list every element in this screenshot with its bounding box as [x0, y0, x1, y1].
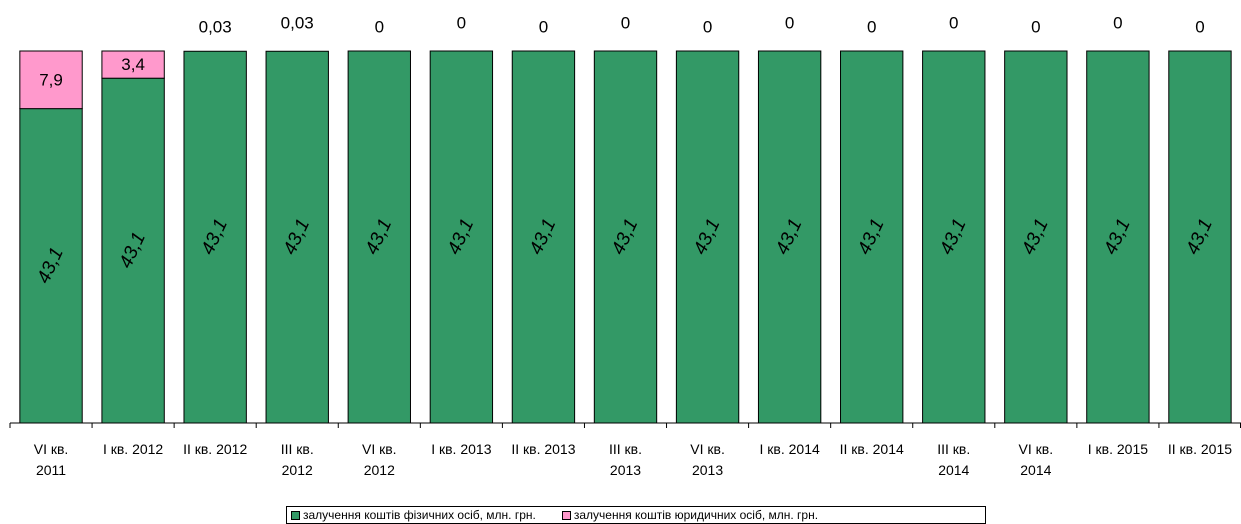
bar-individuals: [19, 108, 83, 424]
data-label-legal-entities: 0: [457, 13, 466, 32]
legend-label-individuals: залучення коштів фізичних осіб, млн. грн…: [303, 508, 536, 522]
x-tick-label: III кв. 2013: [609, 441, 642, 478]
bar-individuals: [1168, 50, 1232, 424]
x-tick-label: VI кв. 2011: [34, 441, 69, 478]
bar-individuals: [757, 50, 822, 424]
data-label-legal-entities: 0: [1113, 13, 1122, 32]
data-label-legal-entities: 3,4: [121, 55, 145, 74]
bar-individuals: [347, 50, 411, 424]
legend: залучення коштів фізичних осіб, млн. грн…: [286, 506, 986, 524]
x-tick-label: I кв. 2014: [760, 441, 820, 457]
x-tick-label: II кв. 2013: [511, 441, 575, 457]
x-tick-label: III кв. 2014: [937, 441, 970, 478]
legend-item-legal-entities: залучення коштів юридичних осіб, млн. гр…: [561, 508, 819, 522]
bar-individuals: [429, 50, 494, 424]
bar-individuals: [183, 50, 247, 424]
x-tick-label: I кв. 2015: [1088, 441, 1148, 457]
x-tick-label: VI кв. 2012: [362, 441, 397, 478]
x-tick-label: III кв. 2012: [281, 441, 314, 478]
x-tick-label: VI кв. 2013: [690, 441, 725, 478]
data-label-legal-entities: 0: [949, 13, 958, 32]
bar-individuals: [840, 50, 904, 424]
x-tick-label: II кв. 2015: [1168, 441, 1232, 457]
bar-individuals: [1004, 50, 1068, 424]
x-tick-label: VI кв. 2014: [1019, 441, 1054, 478]
legend-swatch-legal-entities: [561, 510, 571, 520]
data-label-legal-entities: 0: [621, 13, 630, 32]
legend-item-individuals: залучення коштів фізичних осіб, млн. грн…: [291, 508, 536, 522]
data-label-legal-entities: 0: [1031, 17, 1040, 36]
data-label-legal-entities: 0: [785, 13, 794, 32]
data-label-legal-entities: 7,9: [39, 70, 63, 89]
legend-swatch-individuals: [291, 510, 300, 520]
legend-label-legal-entities: залучення коштів юридичних осіб, млн. гр…: [573, 508, 819, 522]
bar-individuals: [593, 50, 658, 424]
bar-individuals: [511, 50, 576, 424]
bar-individuals: [101, 77, 165, 424]
bar-individuals: [922, 50, 986, 424]
x-tick-label: I кв. 2013: [431, 441, 491, 457]
x-tick-label: II кв. 2012: [183, 441, 247, 457]
bar-individuals: [1086, 50, 1150, 424]
bar-legal-entities: [19, 50, 83, 110]
data-label-legal-entities: 0: [375, 17, 384, 36]
data-label-legal-entities: 0,03: [281, 13, 314, 32]
data-label-legal-entities: 0: [703, 17, 712, 36]
x-tick-label: II кв. 2014: [840, 441, 904, 457]
data-label-legal-entities: 0,03: [199, 17, 232, 36]
data-label-legal-entities: 0: [539, 17, 548, 36]
data-label-legal-entities: 0: [1195, 17, 1204, 36]
bar-legal-entities: [101, 50, 165, 79]
data-label-legal-entities: 0: [867, 17, 876, 36]
bar-individuals: [675, 50, 740, 424]
x-tick-label: I кв. 2012: [103, 441, 163, 457]
